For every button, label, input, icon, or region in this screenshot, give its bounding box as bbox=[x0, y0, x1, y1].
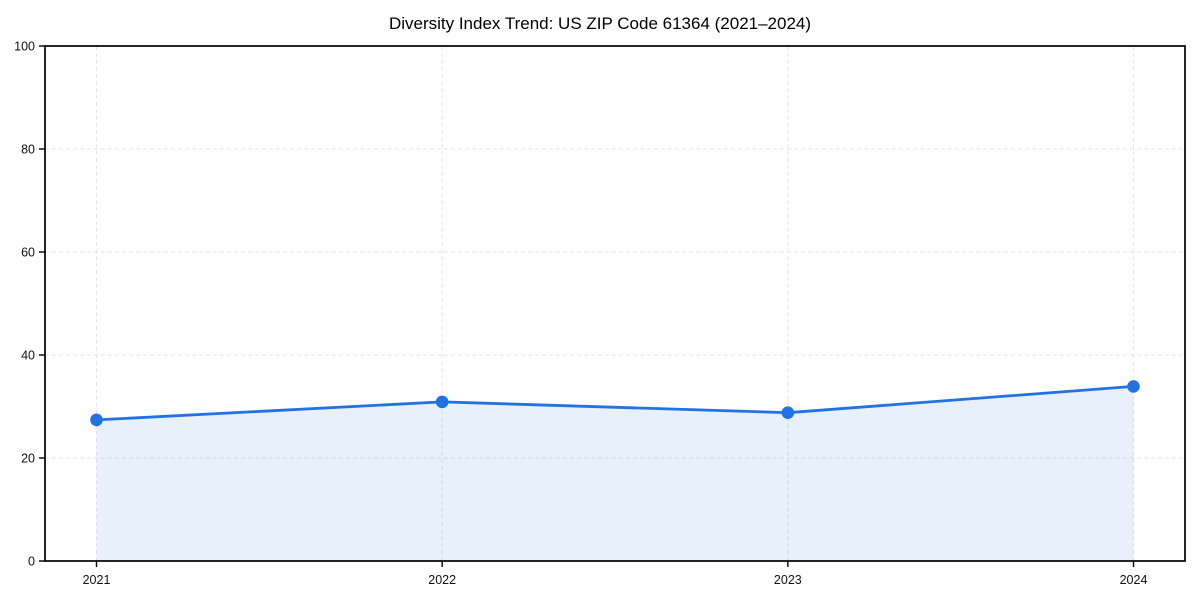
y-tick-label: 100 bbox=[14, 40, 35, 54]
y-tick-label: 40 bbox=[21, 349, 35, 363]
axis-frame bbox=[44, 45, 1186, 562]
x-tick-label: 2023 bbox=[774, 573, 802, 587]
x-tick-label: 2022 bbox=[428, 573, 456, 587]
x-tick-label: 2024 bbox=[1120, 573, 1148, 587]
trend-line bbox=[95, 385, 1135, 422]
y-tick-label: 20 bbox=[21, 452, 35, 466]
data-point-2021 bbox=[90, 413, 103, 427]
data-point-2023 bbox=[781, 406, 795, 419]
data-point-2022 bbox=[435, 395, 449, 409]
chart-title: Diversity Index Trend: US ZIP Code 61364… bbox=[388, 14, 812, 33]
x-tick-label: 2021 bbox=[83, 573, 111, 587]
area-fill bbox=[96, 386, 1134, 561]
y-tick-label: 60 bbox=[21, 246, 35, 260]
data-point-2024 bbox=[1127, 380, 1140, 393]
y-tick-label: 0 bbox=[28, 555, 35, 569]
y-tick-label: 80 bbox=[21, 143, 35, 157]
